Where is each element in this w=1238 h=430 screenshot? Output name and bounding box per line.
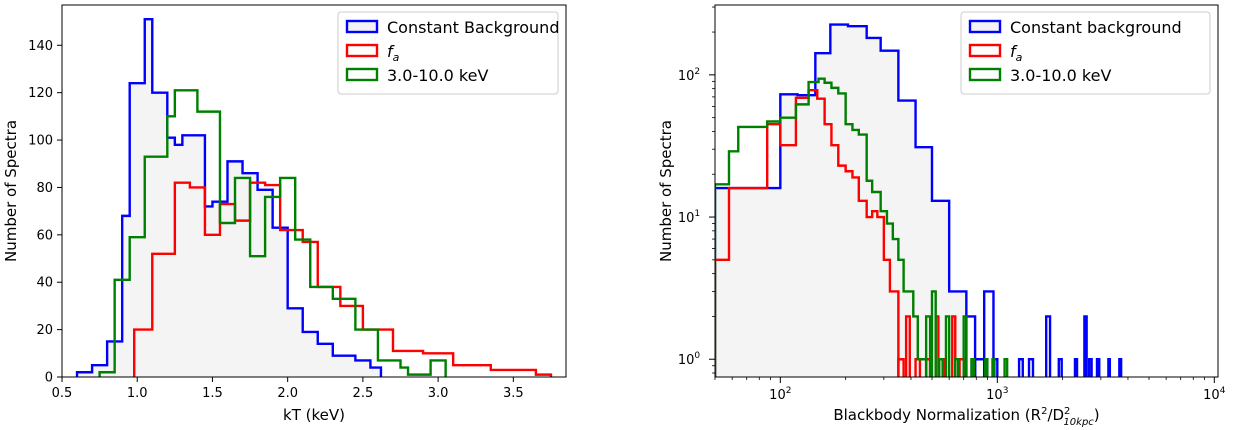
legend-box <box>337 11 559 95</box>
y-tick-label: 120 <box>28 86 53 101</box>
legend-swatch <box>968 67 1002 82</box>
series-2 <box>98 89 447 377</box>
legend-swatch <box>345 67 379 82</box>
series-0-tail-bar <box>1087 358 1093 377</box>
legend-label: 3.0-10.0 keV <box>1010 66 1111 85</box>
y-tick-label: 101 <box>678 209 700 226</box>
series-line-1 <box>715 89 900 377</box>
x-tick-label: 0.5 <box>52 386 73 401</box>
series-0-tail-bar <box>1083 315 1088 377</box>
x-tick-label: 3.5 <box>503 386 524 401</box>
series-2-tail-bar <box>984 358 989 377</box>
legend-label: Constant Background <box>387 18 559 37</box>
x-tick-label: 1.0 <box>127 386 148 401</box>
series-1-tail-bar <box>904 315 911 377</box>
series-2-tail-bar <box>954 358 960 377</box>
x-tick-label: 103 <box>986 386 1008 403</box>
plot-area <box>75 18 553 377</box>
y-tick-label: 0 <box>45 371 53 386</box>
x-tick-label: 102 <box>769 386 791 403</box>
x-axis-label: kT (keV) <box>283 406 345 424</box>
series-0 <box>75 18 383 377</box>
series-line-1 <box>133 181 553 377</box>
series-0-tail-bar <box>1107 358 1112 377</box>
legend-label: fa <box>387 42 400 64</box>
series-0-tail-bar <box>1073 358 1079 377</box>
series-2-tail-bar <box>924 315 932 377</box>
legend-swatch <box>968 43 1002 58</box>
legend: Constant Background fa 3.0-10.0 keV <box>337 11 559 95</box>
series-fill-0 <box>715 24 967 377</box>
series-1 <box>715 89 965 377</box>
x-tick-label: 3.0 <box>428 386 449 401</box>
series-0-tail-bar <box>1027 358 1035 377</box>
series-2-tail-bar <box>1003 358 1009 377</box>
series-1 <box>133 181 553 377</box>
x-axis-label: Blackbody Normalization (R2/D2 10kpc) <box>833 406 1099 428</box>
x-tick-label: 104 <box>1203 386 1226 403</box>
series-0-tail-bar <box>1095 358 1101 377</box>
series-line-2 <box>715 77 928 377</box>
y-axis-label: Number of Spectra <box>2 120 20 262</box>
legend: Constant background fa 3.0-10.0 keV <box>960 11 1211 95</box>
series-2 <box>715 77 1009 377</box>
axes-frame <box>61 4 567 378</box>
legend-swatch <box>968 19 1002 34</box>
histogram-kt: 0.5 1.0 1.5 2.0 2.5 3.0 3.5 0 20 40 60 80 100 120 140 k… <box>2 4 567 424</box>
series-1-tail-bar <box>897 358 905 377</box>
legend-box <box>960 11 1211 95</box>
series-2-tail-bar <box>991 358 996 377</box>
series-2-tail-bar <box>962 315 968 377</box>
y-tick-label: 20 <box>36 323 53 338</box>
series-line-0 <box>75 18 383 377</box>
y-tick-label: 60 <box>36 228 53 243</box>
y-axis-label: Number of Spectra <box>657 120 675 262</box>
legend-label: Constant background <box>1010 18 1182 37</box>
y-tick-label: 40 <box>36 276 53 291</box>
series-line-2 <box>98 89 447 377</box>
x-tick-label: 2.0 <box>277 386 298 401</box>
series-0-tail-bar <box>982 290 995 377</box>
y-tick-label: 140 <box>28 39 53 54</box>
histogram-blackbody-normalization: 102 103 104 100 101 102 Blackbody Normalizatio… <box>657 4 1226 428</box>
series-0-tail-bar <box>1057 358 1063 377</box>
x-tick-label: 1.5 <box>202 386 223 401</box>
legend-swatch <box>345 19 379 34</box>
series-0-tail-bar <box>1045 315 1052 377</box>
series-0-tail-bar <box>1017 358 1024 377</box>
legend-swatch <box>345 43 379 58</box>
y-tick-label: 80 <box>36 181 53 196</box>
legend-label: fa <box>1010 42 1023 64</box>
series-0-tail-bar <box>1118 358 1123 377</box>
y-tick-label: 100 <box>678 351 701 368</box>
series-0-tail-bar <box>973 358 986 377</box>
series-2-tail-bar <box>938 358 944 377</box>
y-tick-label: 102 <box>678 67 700 84</box>
x-tick-label: 2.5 <box>353 386 374 401</box>
y-tick-label: 100 <box>28 134 53 149</box>
series-2-tail-bar <box>930 290 937 377</box>
series-line-0 <box>715 23 968 377</box>
plot-area <box>715 23 1123 377</box>
legend-label: 3.0-10.0 keV <box>387 66 488 85</box>
series-2-tail-bar <box>944 315 951 377</box>
series-2-tail-bar <box>970 358 976 377</box>
series-1-tail-bar <box>951 315 957 377</box>
axes-frame <box>714 4 1219 378</box>
